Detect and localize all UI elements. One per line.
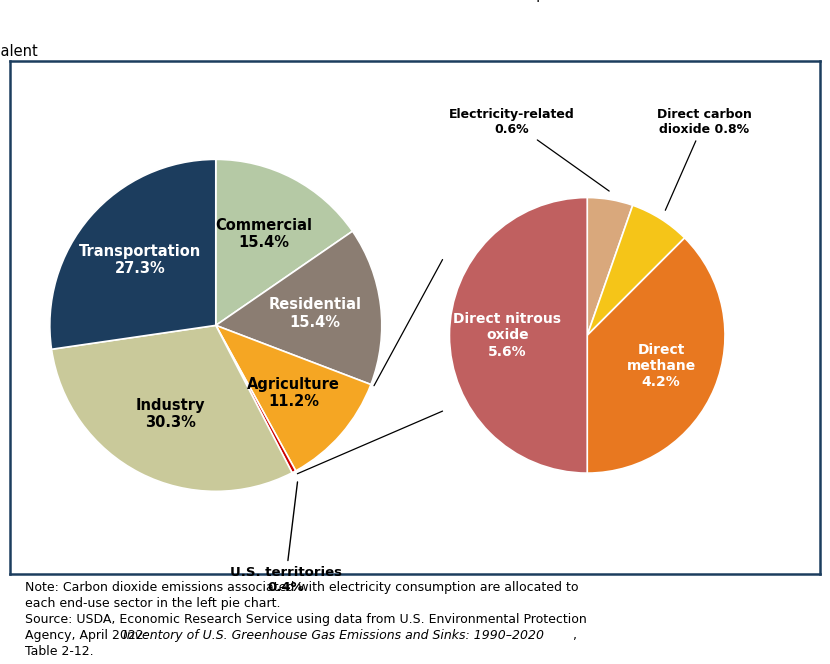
Wedge shape xyxy=(216,325,295,473)
Text: Agency, April 2022:: Agency, April 2022: xyxy=(25,629,151,642)
Text: each end-use sector in the left pie chart.: each end-use sector in the left pie char… xyxy=(25,597,280,610)
Wedge shape xyxy=(588,205,685,335)
Wedge shape xyxy=(216,159,353,325)
Text: Industry
30.3%: Industry 30.3% xyxy=(135,398,205,430)
Text: Total estimated U.S. emissions in 2020 =
5,981.4 million metric tons of carbon-d: Total estimated U.S. emissions in 2020 =… xyxy=(0,27,38,59)
Wedge shape xyxy=(450,197,588,473)
Text: Agriculture
11.2%: Agriculture 11.2% xyxy=(247,376,339,409)
Wedge shape xyxy=(216,325,371,471)
Text: Electricity-related
0.6%: Electricity-related 0.6% xyxy=(448,108,609,191)
Text: Inventory of U.S. Greenhouse Gas Emissions and Sinks: 1990–2020: Inventory of U.S. Greenhouse Gas Emissio… xyxy=(124,629,544,642)
Text: Source: USDA, Economic Research Service using data from U.S. Environmental Prote: Source: USDA, Economic Research Service … xyxy=(25,613,586,626)
Text: Commercial
15.4%: Commercial 15.4% xyxy=(215,218,312,250)
Text: Residential
15.4%: Residential 15.4% xyxy=(268,297,361,330)
Text: U.S. territories
0.4%: U.S. territories 0.4% xyxy=(230,482,341,594)
Text: Direct nitrous
oxide
5.6%: Direct nitrous oxide 5.6% xyxy=(453,312,561,359)
Wedge shape xyxy=(50,159,216,349)
Text: Estimated U.S. greenhouse gas emissions by economic sector, 2020: Estimated U.S. greenhouse gas emissions … xyxy=(4,21,826,41)
Text: Table 2-12.: Table 2-12. xyxy=(25,645,93,659)
Wedge shape xyxy=(587,197,632,335)
Wedge shape xyxy=(587,238,725,473)
Text: Total estimated U.S.
agriculture emissions in 2020 =
669.5 million metric tons o: Total estimated U.S. agriculture emissio… xyxy=(415,0,636,2)
Wedge shape xyxy=(51,325,292,491)
Text: Direct carbon
dioxide 0.8%: Direct carbon dioxide 0.8% xyxy=(657,108,752,210)
Text: ,: , xyxy=(573,629,577,642)
Wedge shape xyxy=(216,231,382,384)
Text: Note: Carbon dioxide emissions associated with electricity consumption are alloc: Note: Carbon dioxide emissions associate… xyxy=(25,581,578,594)
Text: Direct
methane
4.2%: Direct methane 4.2% xyxy=(627,343,696,389)
Text: Transportation
27.3%: Transportation 27.3% xyxy=(80,244,202,276)
